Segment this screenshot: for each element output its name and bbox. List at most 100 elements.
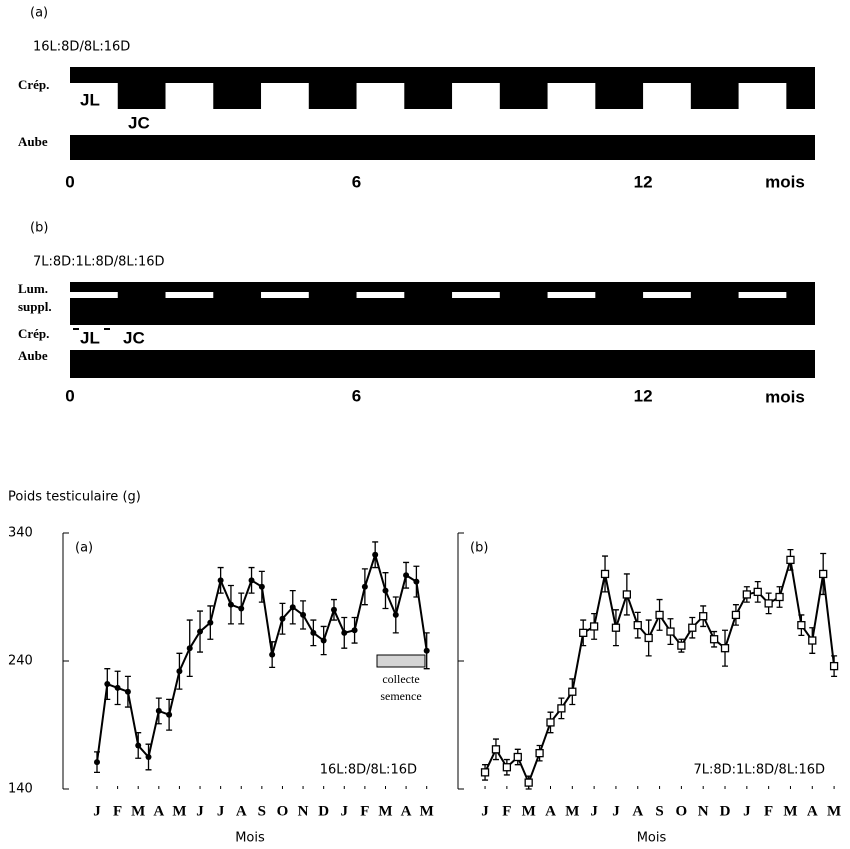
y-tick-label: 340 <box>8 526 33 541</box>
panel-label: (b) <box>30 221 48 236</box>
point <box>480 768 490 777</box>
point <box>166 711 173 718</box>
x-tick-label: F <box>764 803 773 819</box>
x-tick-label: O <box>676 803 688 819</box>
point <box>248 577 255 584</box>
point <box>709 635 719 644</box>
phase-label: JC <box>123 328 145 347</box>
x-tick-label: J <box>341 803 349 819</box>
x-tick-label: J <box>590 803 598 819</box>
x-tick-label: M <box>783 803 797 819</box>
row-label: Aube <box>18 348 48 363</box>
x-tick-label: A <box>236 803 247 819</box>
point <box>568 687 577 696</box>
point <box>491 745 501 754</box>
x-tick-label: D <box>318 803 329 819</box>
point <box>104 681 111 688</box>
point <box>392 611 399 618</box>
point <box>269 651 276 658</box>
row-label: Aube <box>18 134 48 149</box>
jc-block <box>595 82 644 109</box>
light-block <box>547 292 596 298</box>
y-tick-label: 240 <box>8 654 33 669</box>
x-tick-label: F <box>113 803 122 819</box>
phase-label: JC <box>128 113 150 132</box>
light-bar <box>70 282 815 325</box>
point <box>238 605 245 612</box>
x-tick-label: 12 <box>634 386 653 405</box>
chart-label: (a) <box>75 541 93 556</box>
point <box>720 644 730 653</box>
dusk-bar <box>70 67 815 83</box>
point <box>742 590 751 599</box>
light-block <box>261 292 309 298</box>
point <box>289 604 296 611</box>
chart-label: (b) <box>470 541 488 556</box>
x-tick-label: J <box>93 803 101 819</box>
jc-block <box>404 82 453 109</box>
point <box>361 583 368 590</box>
x-tick-label: 12 <box>634 172 653 191</box>
x-tick-label: N <box>298 803 309 819</box>
x-tick-label: A <box>545 803 556 819</box>
row-label: Crép. <box>18 77 49 92</box>
x-axis-label: Mois <box>235 831 265 846</box>
point <box>557 704 566 713</box>
x-tick-label: J <box>196 803 204 819</box>
point <box>666 627 675 636</box>
point <box>819 569 828 579</box>
x-axis-label: mois <box>765 387 805 406</box>
point <box>535 749 544 758</box>
x-tick-label: D <box>720 803 731 819</box>
light-block <box>452 292 500 298</box>
row-label: Crép. <box>18 326 49 341</box>
panel-label: (a) <box>30 6 48 21</box>
point <box>258 583 265 590</box>
point <box>644 633 653 643</box>
point <box>699 612 708 621</box>
light-block <box>165 292 214 298</box>
x-tick-label: N <box>698 803 709 819</box>
point <box>155 707 162 714</box>
point <box>186 645 193 652</box>
row-label: Lum. <box>18 281 48 296</box>
jc-block <box>213 82 262 109</box>
x-tick-label: 0 <box>65 172 74 191</box>
point <box>382 587 389 594</box>
point <box>502 763 512 772</box>
x-tick-label: M <box>378 803 392 819</box>
point <box>524 778 533 787</box>
point <box>176 668 183 675</box>
point <box>655 610 664 620</box>
x-tick-label: J <box>481 803 489 819</box>
x-tick-label: 6 <box>352 172 361 191</box>
x-tick-label: M <box>172 803 186 819</box>
point <box>677 641 686 650</box>
x-tick-label: J <box>743 803 751 819</box>
point <box>775 592 784 602</box>
point <box>611 623 621 632</box>
x-tick-label: F <box>502 803 511 819</box>
point <box>546 718 555 727</box>
x-tick-label: A <box>153 803 164 819</box>
x-tick-label: J <box>217 803 225 819</box>
point <box>808 636 817 645</box>
light-block <box>643 292 691 298</box>
x-tick-label: 6 <box>352 386 361 405</box>
jc-block <box>690 82 739 109</box>
x-tick-label: M <box>522 803 536 819</box>
x-tick-label: S <box>258 803 266 819</box>
jc-block <box>117 82 166 109</box>
y-axis-label: Poids testiculaire (g) <box>8 490 141 505</box>
point <box>797 621 806 630</box>
point <box>579 628 588 637</box>
point <box>764 599 773 608</box>
legend-swatch <box>376 654 426 668</box>
x-tick-label: A <box>632 803 643 819</box>
point <box>351 627 358 634</box>
regime: 7L:8D:1L:8D/8L:16D <box>33 255 165 270</box>
x-tick-label: 0 <box>65 386 74 405</box>
point <box>114 684 121 691</box>
point <box>341 629 348 636</box>
